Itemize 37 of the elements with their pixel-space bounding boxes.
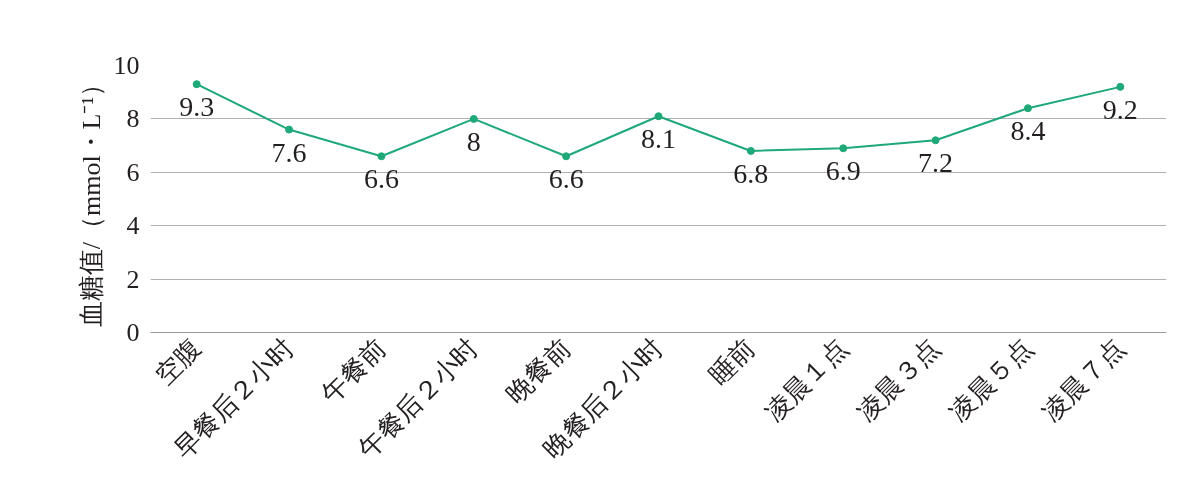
y-tick-label: 2 [126,264,140,294]
y-tick-label: 0 [126,318,140,347]
data-label: 7.2 [918,147,954,179]
y-tick-label: 10 [113,51,140,80]
point [469,114,478,123]
x-tick-label: 空腹 [149,333,207,391]
y-tick-label: 6 [126,157,140,187]
x-tick-label: 睡前 [703,333,762,391]
point [1023,104,1032,113]
data-label: 8.1 [641,123,676,155]
data-label: 6.8 [733,157,769,189]
data-label: 8 [466,125,481,157]
y-tick-label: 4 [126,211,140,241]
x-tick-label: 凌晨１点 [759,333,854,428]
point [192,80,201,89]
point [839,144,848,153]
y-tick-label: 8 [126,104,140,134]
point [377,152,386,161]
data-label: 6.9 [825,155,861,187]
point [1116,82,1125,91]
point [562,152,571,161]
point [654,112,663,121]
data-label: 9.2 [1102,93,1138,125]
data-label: 9.3 [179,91,215,123]
data-label: 6.6 [548,163,584,195]
x-tick-label: 晚餐前 [500,333,577,409]
x-tick-label: 凌晨７点 [1036,333,1131,428]
data-label: 8.4 [1010,115,1046,147]
x-tick-label: 午餐前 [316,333,392,409]
x-tick-label: 凌晨３点 [851,333,946,428]
data-label: 7.6 [271,136,307,168]
point [746,146,755,155]
x-tick-label: 凌晨５点 [944,333,1039,428]
y-axis-title: 血糖值/（mmol・L⁻¹） [76,70,106,328]
point [931,136,940,145]
point [285,125,294,134]
data-label: 6.6 [363,163,399,195]
